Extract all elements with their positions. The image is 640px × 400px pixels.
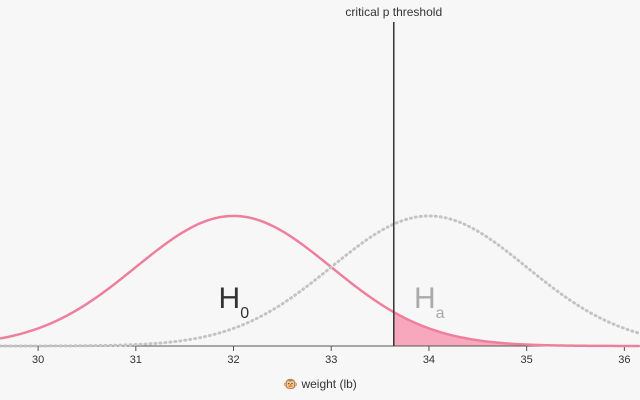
x-tick-label: 36 — [618, 354, 630, 366]
x-tick-label: 30 — [32, 354, 44, 366]
hypothesis-label: Ha — [414, 282, 445, 322]
hypothesis-name: H — [414, 282, 436, 315]
x-tick-label: 33 — [325, 354, 337, 366]
x-tick-label: 32 — [227, 354, 239, 366]
x-tick-label: 34 — [423, 354, 435, 366]
density-curve — [0, 214, 640, 348]
hypothesis-subscript: 0 — [240, 305, 249, 322]
x-axis-label: 🐵 weight (lb) — [283, 377, 357, 391]
threshold-label: critical p threshold — [345, 5, 442, 19]
density-curve — [0, 214, 640, 348]
hypothesis-subscript: a — [436, 305, 445, 322]
hypothesis-name: H — [219, 282, 241, 315]
x-tick-label: 31 — [130, 354, 142, 366]
x-tick-label: 35 — [521, 354, 533, 366]
tail-area — [393, 312, 640, 346]
hypothesis-label: H0 — [219, 282, 250, 322]
